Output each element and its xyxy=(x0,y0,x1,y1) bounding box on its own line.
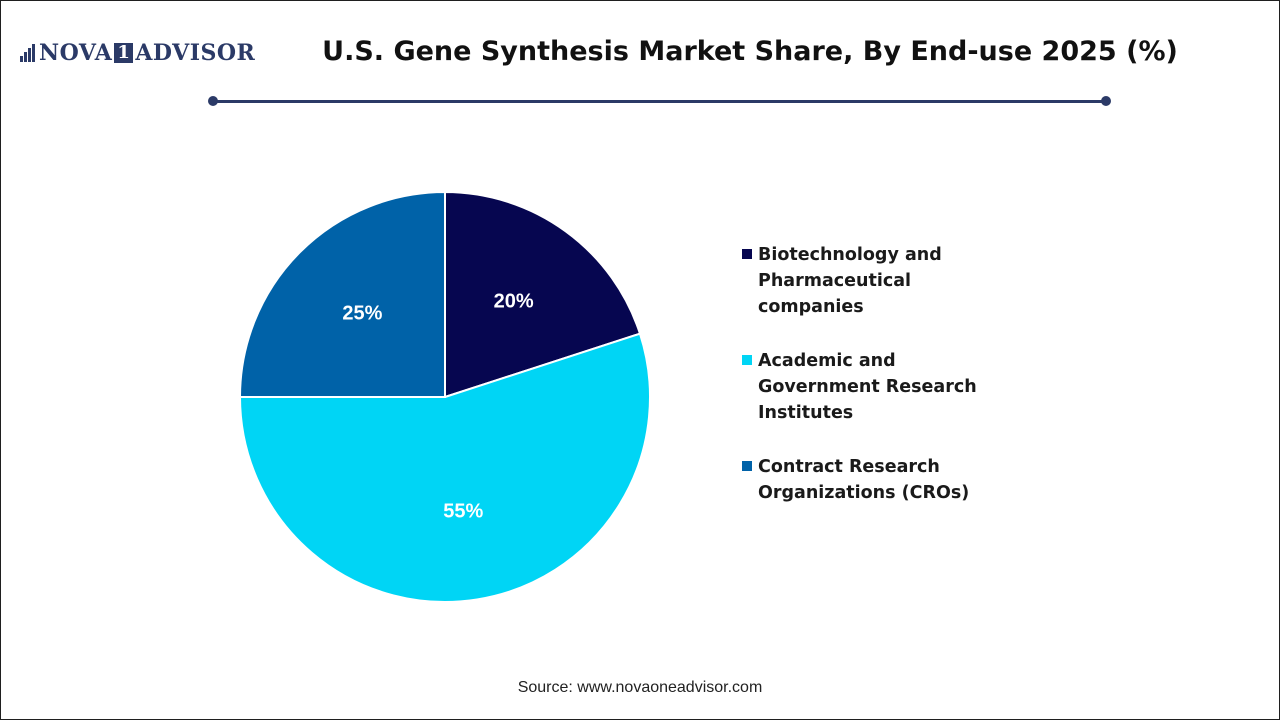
chart-title: U.S. Gene Synthesis Market Share, By End… xyxy=(322,36,1178,67)
legend-swatch xyxy=(742,461,752,471)
logo-text-left: NOVA xyxy=(39,40,113,66)
pie-slice-1 xyxy=(444,190,642,399)
pie-chart: 20% 55% 25% xyxy=(238,190,651,603)
pie-slice-2 xyxy=(238,332,651,603)
logo-text-right: ADVISOR xyxy=(135,40,256,66)
source-note: Source: www.novaoneadvisor.com xyxy=(517,679,763,696)
brand-logo: NOVA 1 ADVISOR xyxy=(20,38,255,68)
bar-chart-icon xyxy=(20,44,36,62)
legend-swatch xyxy=(742,249,752,259)
pie-slice-3 xyxy=(238,190,446,398)
legend-swatch xyxy=(742,355,752,365)
title-divider xyxy=(213,100,1106,103)
legend-label: Academic and Government Research Institu… xyxy=(758,351,977,423)
legend-item-3: Contract Research Organizations (CROs) xyxy=(740,454,1040,506)
chart-legend: Biotechnology and Pharmaceutical compani… xyxy=(740,242,1040,534)
legend-item-1: Biotechnology and Pharmaceutical compani… xyxy=(740,242,1040,320)
divider-dot-left xyxy=(208,96,218,106)
logo-text-mid: 1 xyxy=(114,43,134,63)
pie-slice-label-3: 25% xyxy=(342,303,382,325)
divider-dot-right xyxy=(1101,96,1111,106)
pie-slice-label-2: 55% xyxy=(443,501,483,523)
legend-label: Biotechnology and Pharmaceutical compani… xyxy=(758,245,942,317)
legend-item-2: Academic and Government Research Institu… xyxy=(740,348,1040,426)
legend-label: Contract Research Organizations (CROs) xyxy=(758,457,970,503)
pie-slice-label-1: 20% xyxy=(494,291,534,313)
